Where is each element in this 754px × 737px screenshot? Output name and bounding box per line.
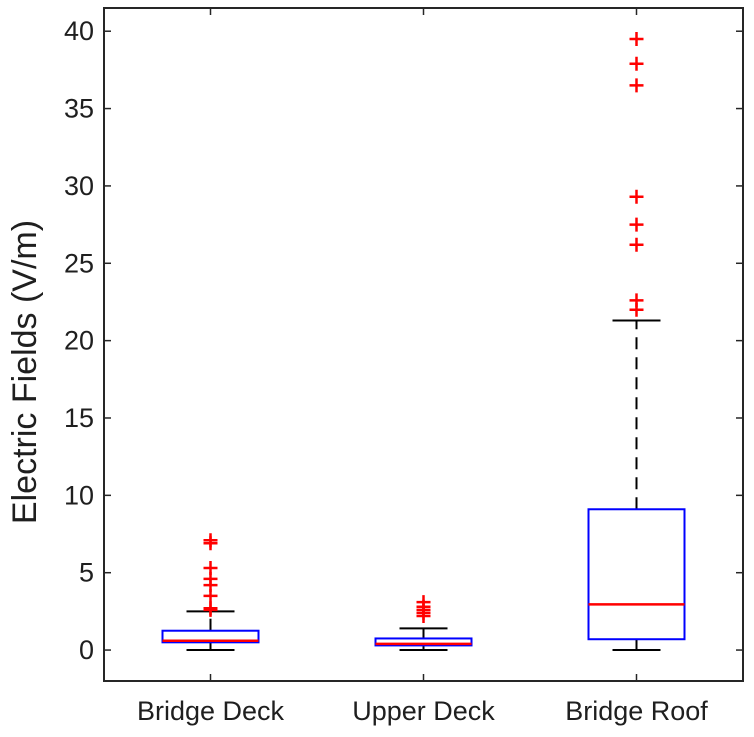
y-tick-label: 35	[64, 94, 94, 124]
outlier-marker	[416, 595, 431, 610]
y-tick-label: 40	[64, 16, 94, 46]
outlier-marker	[629, 237, 644, 252]
x-tick-label: Bridge Deck	[137, 696, 285, 726]
x-tick-label: Upper Deck	[352, 696, 495, 726]
x-tick-label: Bridge Roof	[565, 696, 708, 726]
outlier-marker	[629, 78, 644, 93]
outlier-marker	[203, 601, 218, 616]
y-tick-label: 30	[64, 171, 94, 201]
outlier-marker	[629, 189, 644, 204]
y-tick-label: 25	[64, 248, 94, 278]
axes-frame	[103, 7, 744, 682]
y-tick-label: 5	[79, 558, 94, 588]
y-tick-label: 0	[79, 635, 94, 665]
y-tick-label: 10	[64, 480, 94, 510]
outlier-marker	[203, 533, 218, 548]
y-tick-label: 20	[64, 326, 94, 356]
outlier-marker	[629, 31, 644, 46]
outlier-marker	[629, 217, 644, 232]
outlier-marker	[629, 293, 644, 308]
outlier-marker	[629, 56, 644, 71]
iqr-box	[374, 637, 473, 647]
iqr-box	[161, 629, 260, 644]
y-tick-label: 15	[64, 403, 94, 433]
y-axis-label: Electric Fields (V/m)	[6, 220, 44, 524]
outlier-marker	[203, 561, 218, 576]
plot-area: 0 5 10 15 20 25 30 35 40 Bridge Deck Upper Deck Bri…	[64, 7, 744, 726]
iqr-box	[587, 508, 686, 641]
